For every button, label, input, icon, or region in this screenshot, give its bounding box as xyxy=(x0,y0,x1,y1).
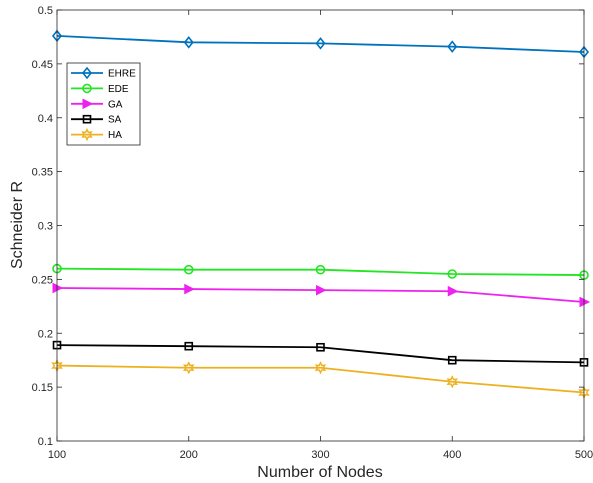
legend-item-ha: HA xyxy=(71,127,122,142)
series-line-ehre xyxy=(56,34,585,53)
y-tick-label: 0.25 xyxy=(32,274,53,286)
x-axis: 100 200 300 400 500 xyxy=(48,10,593,461)
legend-marker-ede xyxy=(82,83,92,94)
data-point-ga xyxy=(316,284,327,296)
y-tick-label: 0.1 xyxy=(38,436,53,448)
legend-label-ha: HA xyxy=(108,130,122,141)
y-tick-label: 0.35 xyxy=(32,167,53,179)
y-tick-label: 0.2 xyxy=(38,328,53,340)
x-tick-label: 100 xyxy=(48,449,66,461)
legend-marker-ha xyxy=(81,127,93,142)
x-tick-label: 300 xyxy=(311,449,329,461)
legend-item-sa: SA xyxy=(71,115,122,126)
series-ga xyxy=(52,282,591,308)
x-axis-label: Number of Nodes xyxy=(257,464,382,481)
data-point-sa xyxy=(447,355,457,365)
series-line-ha xyxy=(56,364,585,394)
data-point-ehre xyxy=(315,37,326,50)
data-point-ede xyxy=(447,269,458,279)
y-tick-label: 0.4 xyxy=(38,113,53,125)
series-line-ede xyxy=(56,267,585,276)
series-layer xyxy=(51,29,591,400)
data-point-ha xyxy=(183,361,195,375)
plot-area xyxy=(57,10,584,441)
data-point-ede xyxy=(183,264,194,275)
x-tick-label: 200 xyxy=(180,449,198,461)
legend-marker-sa xyxy=(82,114,92,124)
y-axis: 0.1 0.15 0.2 0.25 0.3 0.35 0.4 0.45 0.5 xyxy=(32,5,584,448)
y-tick-label: 0.5 xyxy=(38,5,53,17)
data-point-ga xyxy=(579,296,591,308)
y-axis-label: Schneider R xyxy=(9,181,26,269)
data-point-ehre xyxy=(447,40,458,53)
legend-label-sa: SA xyxy=(108,115,122,126)
legend-item-ede: EDE xyxy=(71,83,129,95)
legend: EHRE EDE GA SA HA xyxy=(66,62,141,146)
data-point-ga xyxy=(184,283,195,295)
data-point-ede xyxy=(315,264,326,275)
data-point-ha xyxy=(446,375,458,389)
data-point-ga xyxy=(52,282,64,294)
legend-marker-ehre xyxy=(81,66,93,80)
data-point-ehre xyxy=(183,36,194,49)
data-point-sa xyxy=(316,342,325,352)
data-point-ha xyxy=(314,361,327,375)
legend-marker-ga xyxy=(82,98,94,110)
legend-item-ehre: EHRE xyxy=(71,66,136,80)
legend-label-ehre: EHRE xyxy=(108,69,136,80)
data-point-sa xyxy=(184,341,194,351)
y-tick-label: 0.45 xyxy=(32,59,53,71)
x-tick-label: 400 xyxy=(443,449,461,461)
legend-label-ga: GA xyxy=(108,99,123,110)
x-tick-label: 500 xyxy=(575,449,593,461)
legend-label-ede: EDE xyxy=(108,84,129,95)
series-line-sa xyxy=(56,344,585,364)
legend-item-ga: GA xyxy=(71,98,123,110)
y-tick-label: 0.15 xyxy=(32,382,53,394)
data-point-ga xyxy=(447,285,459,297)
y-tick-label: 0.3 xyxy=(38,221,53,233)
